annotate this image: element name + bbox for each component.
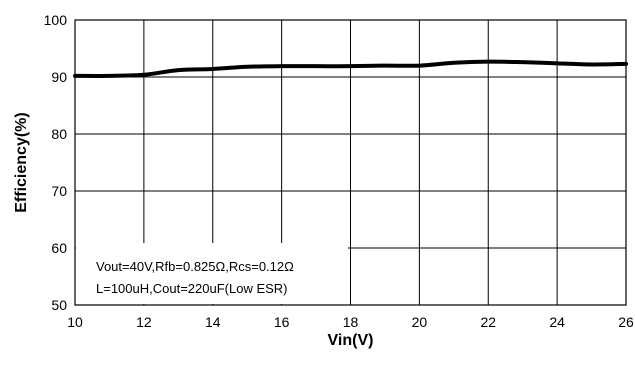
x-tick-label: 22 [480, 314, 496, 330]
y-tick-label: 90 [51, 69, 67, 85]
x-axis-title: Vin(V) [328, 332, 374, 349]
efficiency-series-line [73, 59, 628, 78]
y-tick-label: 50 [51, 297, 67, 313]
x-tick-label: 16 [274, 314, 290, 330]
x-tick-label: 26 [618, 314, 634, 330]
x-tick-label: 10 [67, 314, 83, 330]
annotation-box: Vout=40V,Rfb=0.825Ω,Rcs=0.12Ω L=100uH,Co… [76, 243, 348, 304]
x-tick-label: 14 [205, 314, 221, 330]
y-tick-label: 80 [51, 126, 67, 142]
y-axis-title: Efficiency(%) [13, 112, 30, 212]
plot-frame [74, 19, 627, 306]
tick-labels: 10 12 14 16 18 20 22 24 26 50 60 70 80 90 100 [44, 12, 634, 330]
annotation-line-1: Vout=40V,Rfb=0.825Ω,Rcs=0.12Ω [96, 259, 294, 274]
x-tick-label: 20 [412, 314, 428, 330]
x-tick-label: 12 [136, 314, 152, 330]
y-tick-label: 60 [51, 240, 67, 256]
y-tick-label: 70 [51, 183, 67, 199]
annotation-background [76, 243, 348, 304]
x-tick-label: 24 [549, 314, 565, 330]
series-layer [73, 59, 628, 78]
annotation-line-2: L=100uH,Cout=220uF(Low ESR) [96, 281, 288, 296]
x-tick-label: 18 [343, 314, 359, 330]
y-tick-label: 100 [44, 12, 68, 28]
